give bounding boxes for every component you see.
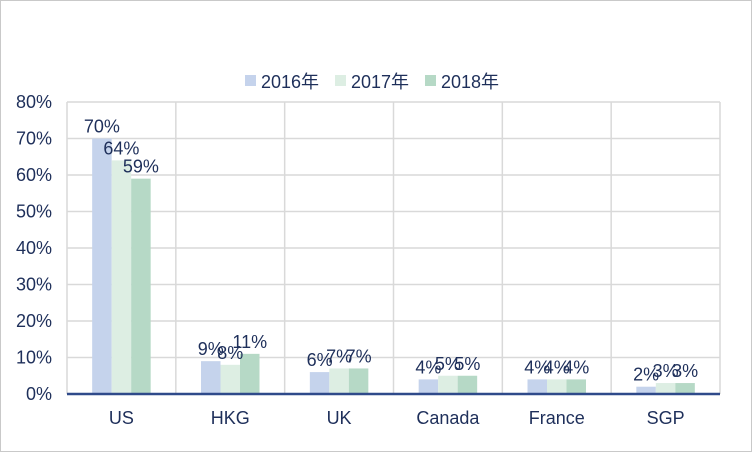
legend-label: 2018年 (441, 72, 499, 92)
y-tick-label: 80% (16, 92, 52, 112)
bar (527, 379, 547, 394)
bar (92, 138, 112, 394)
y-tick-label: 0% (26, 384, 52, 404)
data-label: 4% (563, 357, 589, 377)
x-tick-label: HKG (211, 408, 250, 428)
bar (220, 364, 240, 394)
bars (92, 138, 695, 394)
data-label: 2% (633, 365, 659, 385)
legend-label: 2016年 (261, 72, 319, 92)
legend-swatch (425, 75, 436, 86)
x-tick-label: France (529, 408, 585, 428)
x-tick-label: Canada (416, 408, 480, 428)
x-axis: US HKG UK Canada France SGP (67, 392, 720, 428)
bar (566, 379, 586, 394)
y-axis-ticks: 0% 10% 20% 30% 40% 50% 60% 70% 80% (16, 92, 52, 404)
data-labels: 70%64%59%9%8%11%6%7%7%4%5%5% 4%4%4% 2%3%3% (84, 117, 698, 385)
bar (201, 361, 221, 394)
y-tick-label: 40% (16, 238, 52, 258)
data-label: 70% (84, 117, 120, 137)
y-tick-label: 70% (16, 129, 52, 149)
data-label: 59% (123, 157, 159, 177)
x-tick-label: SGP (647, 408, 685, 428)
data-label: 11% (232, 332, 267, 352)
y-tick-label: 30% (16, 275, 52, 295)
data-label: 3% (672, 361, 698, 381)
legend-swatch (245, 75, 256, 86)
bar (547, 379, 567, 394)
data-label: 7% (326, 346, 352, 366)
data-label: 5% (435, 354, 461, 374)
bar (131, 178, 151, 394)
y-tick-label: 20% (16, 311, 52, 331)
y-tick-label: 60% (16, 165, 52, 185)
legend: 2016年 2017年 2018年 (245, 72, 499, 92)
x-tick-label: US (109, 408, 134, 428)
data-label: 4% (524, 357, 550, 377)
data-label: 6% (307, 350, 333, 370)
bar (457, 375, 478, 394)
y-tick-label: 50% (16, 202, 52, 222)
gridlines (66, 101, 721, 394)
x-tick-label: UK (327, 408, 352, 428)
bar (655, 383, 676, 394)
y-tick-label: 10% (16, 348, 52, 368)
bar (418, 379, 439, 394)
bar (438, 375, 458, 394)
bar (309, 372, 330, 394)
legend-label: 2017年 (351, 72, 409, 92)
bar (675, 383, 695, 394)
data-label: 4% (415, 357, 441, 377)
data-label: 3% (653, 361, 679, 381)
bar (636, 386, 656, 394)
bar (348, 368, 369, 394)
data-label: 64% (103, 138, 139, 158)
bar (111, 160, 132, 394)
data-label: 9% (198, 339, 224, 359)
bar (329, 368, 349, 394)
data-label: 4% (544, 357, 570, 377)
bar (240, 353, 260, 394)
data-label: 7% (346, 346, 372, 366)
data-label: 5% (454, 354, 480, 374)
data-label: 8% (217, 343, 243, 363)
legend-swatch (335, 75, 346, 86)
